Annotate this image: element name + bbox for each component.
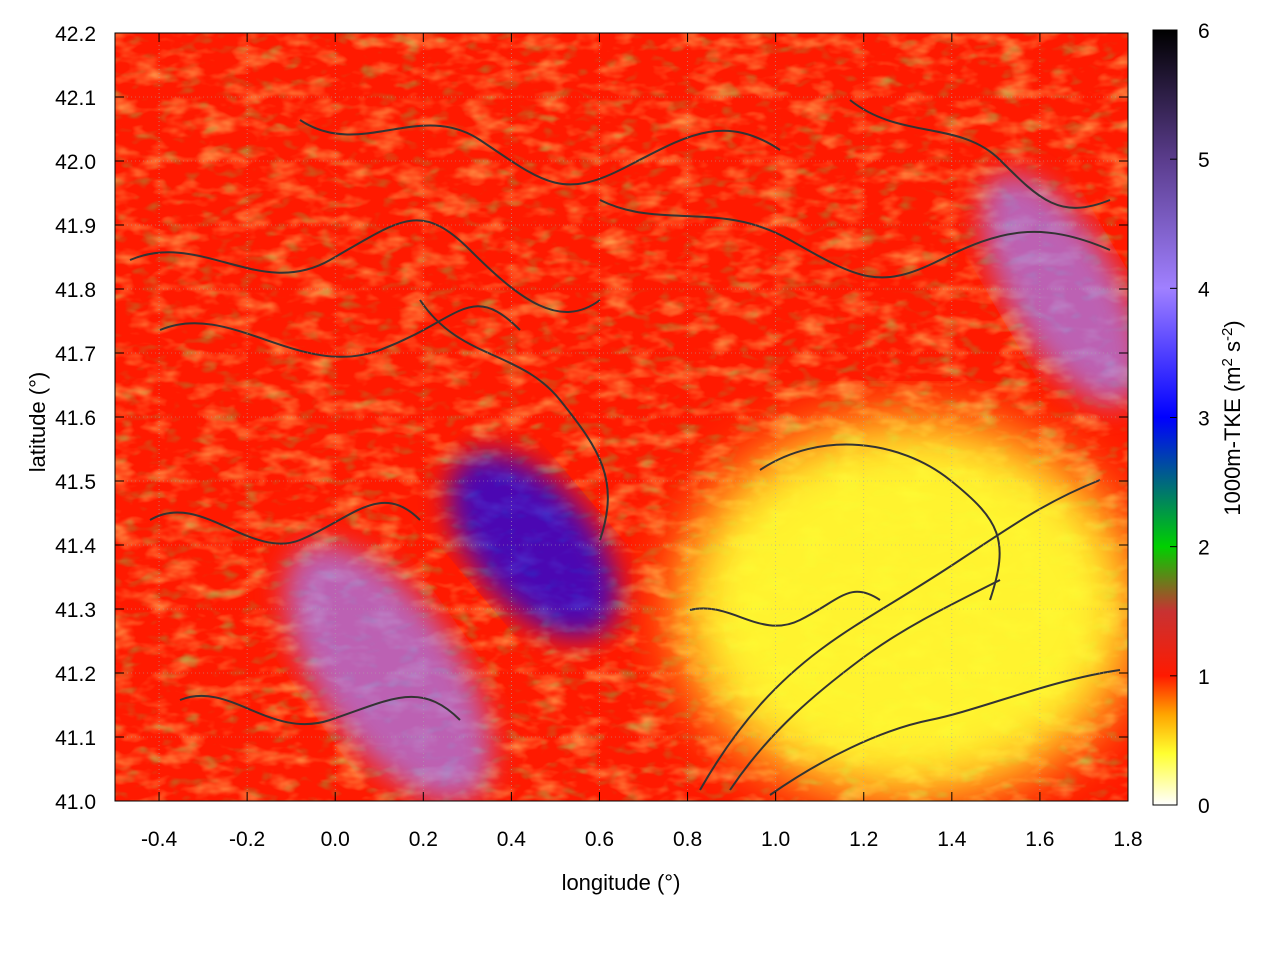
x-tick-label: 1.8 xyxy=(1113,828,1142,851)
y-tick-label: 41.0 xyxy=(55,791,96,814)
y-tick-label: 41.8 xyxy=(55,279,96,302)
y-tick-label: 41.3 xyxy=(55,599,96,622)
x-tick-label: 1.2 xyxy=(849,828,878,851)
region-high-tke-band-west xyxy=(284,543,492,801)
contour-line xyxy=(689,590,881,627)
y-tick-label: 41.5 xyxy=(55,471,96,494)
x-axis: -0.4 -0.2 0.0 0.2 0.4 0.6 0.8 1.0 1.2 1.4 1.6 1.8 xyxy=(141,33,1143,851)
y-tick-label: 41.1 xyxy=(55,727,96,750)
contour-line xyxy=(699,479,1101,791)
x-tick-label: -0.2 xyxy=(229,828,265,851)
x-tick-label: 0.2 xyxy=(409,828,438,851)
contour-line xyxy=(419,299,609,541)
contour-line xyxy=(159,305,521,358)
heatmap-regions xyxy=(284,173,1128,801)
contour-line xyxy=(129,219,601,313)
colorbar-tick-label: 3 xyxy=(1198,408,1210,431)
colorbar: 0 1 2 3 4 5 6 1000m-TKE (m2 s-2) xyxy=(1152,20,1245,818)
contour-line xyxy=(769,669,1121,796)
colorbar-tick-label: 5 xyxy=(1198,149,1210,172)
x-tick-label: 0.4 xyxy=(497,828,527,851)
terrain-contours xyxy=(129,99,1121,796)
x-tick-label: 1.4 xyxy=(937,828,967,851)
y-axis: 41.0 41.1 41.2 41.3 41.4 41.5 41.6 41.7 41.8 41.9… xyxy=(55,23,1128,814)
contour-line xyxy=(599,199,1111,279)
x-tick-label: 1.0 xyxy=(761,828,790,851)
colorbar-tick-label: 4 xyxy=(1198,278,1210,301)
colorbar-tick-label: 1 xyxy=(1198,666,1210,689)
contour-line xyxy=(179,694,461,726)
y-tick-label: 42.1 xyxy=(55,87,96,110)
contour-line xyxy=(729,579,1001,791)
x-tick-label: 0.8 xyxy=(673,828,702,851)
contour-line xyxy=(299,119,781,186)
colorbar-ticks: 0 1 2 3 4 5 6 xyxy=(1170,20,1210,818)
y-tick-label: 41.6 xyxy=(55,407,96,430)
y-tick-label: 41.4 xyxy=(55,535,96,558)
x-tick-label: 1.6 xyxy=(1025,828,1054,851)
contour-line xyxy=(849,99,1111,209)
x-tick-label: -0.4 xyxy=(141,828,178,851)
colorbar-tick-label: 2 xyxy=(1198,537,1210,560)
x-tick-label: 0.6 xyxy=(585,828,614,851)
contour-line xyxy=(149,501,421,545)
colorbar-label: 1000m-TKE (m2 s-2) xyxy=(1219,320,1245,515)
region-high-tke-band-center xyxy=(449,452,618,638)
grid-lines xyxy=(115,33,1128,801)
x-axis-label: longitude (°) xyxy=(562,870,681,895)
y-tick-label: 42.2 xyxy=(55,23,96,46)
colorbar-tick-label: 6 xyxy=(1198,20,1210,43)
y-tick-label: 41.9 xyxy=(55,215,96,238)
y-axis-label: latitude (°) xyxy=(25,372,50,473)
y-tick-label: 41.7 xyxy=(55,343,96,366)
contour-line xyxy=(759,443,1001,601)
y-tick-label: 42.0 xyxy=(55,151,96,174)
plot-area xyxy=(115,33,1128,801)
region-high-tke-ridge-northeast xyxy=(981,173,1128,405)
x-tick-label: 0.0 xyxy=(321,828,350,851)
y-tick-label: 41.2 xyxy=(55,663,96,686)
colorbar-tick-label: 0 xyxy=(1198,795,1210,818)
region-low-tke-southeast xyxy=(677,419,1128,799)
